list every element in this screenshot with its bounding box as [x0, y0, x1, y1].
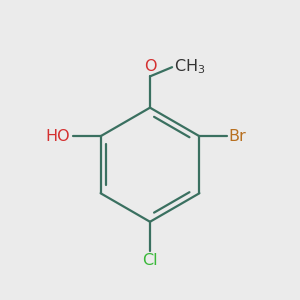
Text: methoxy: methoxy: [174, 65, 180, 66]
Text: methoxy: methoxy: [175, 50, 245, 65]
Text: $\mathregular{CH_3}$: $\mathregular{CH_3}$: [174, 57, 206, 76]
Text: O: O: [144, 59, 156, 74]
Text: Br: Br: [229, 129, 247, 144]
Text: Cl: Cl: [142, 253, 158, 268]
Text: HO: HO: [45, 129, 70, 144]
Text: methoxy: methoxy: [167, 72, 173, 74]
